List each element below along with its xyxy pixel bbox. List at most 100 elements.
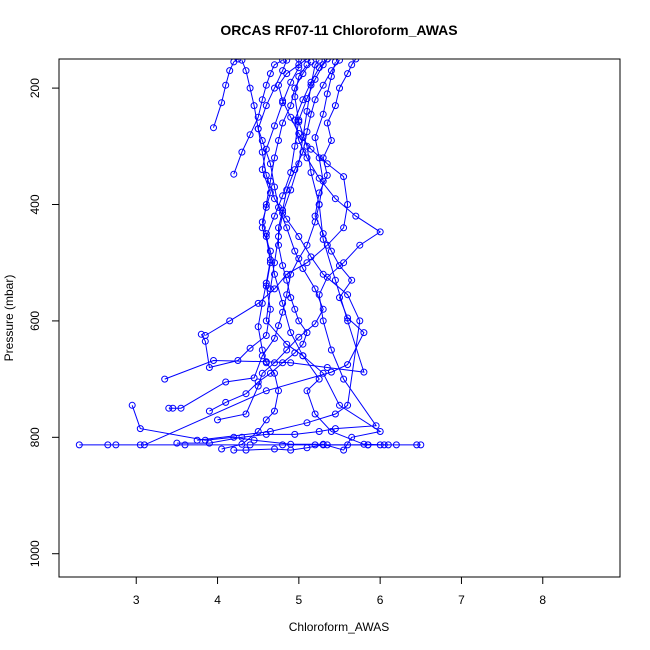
data-point-9-15 — [376, 228, 384, 236]
x-axis-label: Chloroform_AWAS — [289, 620, 389, 634]
series-10 — [205, 59, 343, 415]
data-point-7-21 — [283, 59, 291, 64]
data-point-9-16 — [352, 212, 360, 220]
data-point-2-25 — [315, 59, 323, 64]
y-tick-label-3: 800 — [28, 427, 42, 447]
data-point-1-19 — [323, 90, 331, 98]
data-point-9-4 — [291, 430, 299, 438]
data-point-14-1 — [262, 387, 270, 395]
data-point-8-16 — [246, 84, 254, 92]
data-point-11-7 — [340, 224, 348, 232]
data-point-7-8 — [319, 305, 327, 313]
data-point-10-14 — [275, 241, 282, 249]
data-point-11-14 — [279, 97, 287, 105]
data-point-4-3 — [287, 359, 295, 367]
data-point-3-4 — [246, 344, 254, 352]
data-point-8-4 — [344, 401, 352, 409]
data-point-5-9 — [360, 440, 368, 448]
data-point-8-3 — [331, 410, 339, 418]
data-point-4-7 — [331, 276, 339, 284]
data-point-9-12 — [323, 273, 331, 281]
data-point-2-10 — [336, 401, 343, 409]
data-point-0-5 — [246, 441, 254, 449]
data-point-14-21 — [352, 59, 360, 63]
data-point-5-1 — [242, 446, 250, 454]
data-point-13-6 — [266, 70, 274, 78]
data-point-6-11 — [262, 279, 270, 287]
data-point-14-14 — [319, 154, 327, 162]
data-point-8-5 — [356, 317, 364, 325]
data-point-10-21 — [307, 110, 315, 118]
series-4 — [161, 61, 368, 383]
y-tick-label-4: 1000 — [28, 540, 42, 567]
data-point-5-11 — [311, 410, 319, 418]
data-point-14-20 — [348, 61, 356, 69]
x-tick-label-1: 4 — [214, 593, 221, 607]
data-point-6-14 — [258, 218, 266, 226]
data-point-4-9 — [315, 201, 323, 208]
data-point-10-23 — [319, 81, 327, 89]
data-point-5-3 — [287, 446, 295, 454]
data-point-9-8 — [340, 375, 348, 383]
data-point-1-3 — [222, 378, 230, 386]
data-point-11-16 — [283, 70, 291, 78]
data-point-13-7 — [271, 61, 278, 69]
data-point-6-1 — [238, 440, 246, 448]
series-line-4 — [164, 64, 365, 380]
data-point-9-25 — [323, 59, 331, 63]
data-point-10-5 — [279, 359, 287, 367]
data-point-1-16 — [315, 154, 323, 162]
data-point-7-6 — [295, 333, 303, 341]
data-point-14-15 — [327, 137, 335, 144]
data-point-5-6 — [364, 441, 372, 449]
data-point-5-23 — [275, 137, 282, 144]
series-line-13 — [233, 59, 283, 175]
data-point-7-0 — [214, 416, 221, 424]
data-point-7-16 — [258, 137, 266, 144]
data-point-11-8 — [344, 201, 352, 208]
data-point-5-2 — [271, 445, 278, 453]
x-tick-label-2: 5 — [296, 593, 303, 607]
data-point-9-20 — [295, 137, 303, 144]
series-line-10 — [209, 59, 340, 412]
data-point-11-15 — [275, 81, 282, 89]
data-point-8-13 — [258, 148, 266, 156]
x-tick-label-4: 7 — [458, 593, 465, 607]
data-point-3-13 — [291, 142, 299, 150]
data-point-0-0 — [75, 441, 83, 449]
data-point-11-0 — [201, 332, 209, 339]
data-point-7-3 — [258, 369, 266, 377]
data-point-14-17 — [331, 102, 339, 110]
data-point-11-18 — [303, 59, 311, 63]
data-point-10-2 — [242, 390, 250, 398]
data-point-10-24 — [327, 67, 335, 75]
data-point-14-12 — [315, 189, 323, 197]
data-point-14-9 — [327, 247, 335, 255]
data-point-9-22 — [299, 96, 307, 104]
data-point-8-2 — [303, 419, 311, 427]
data-point-8-11 — [271, 195, 278, 203]
data-point-1-8 — [279, 308, 287, 316]
data-point-3-10 — [271, 212, 278, 220]
data-point-5-7 — [376, 441, 384, 449]
data-point-6-3 — [262, 416, 270, 424]
data-point-7-9 — [311, 285, 319, 293]
data-point-9-5 — [315, 428, 323, 435]
data-point-1-17 — [311, 134, 319, 142]
data-point-5-18 — [266, 247, 274, 255]
data-point-7-12 — [283, 224, 291, 232]
chart-title: ORCAS RF07-11 Chloroform_AWAS — [220, 22, 457, 38]
data-point-5-5 — [319, 441, 327, 449]
data-point-10-18 — [291, 166, 299, 174]
data-point-10-13 — [279, 262, 287, 270]
data-point-5-16 — [279, 299, 287, 307]
data-point-0-3 — [136, 441, 144, 449]
x-tick-label-0: 3 — [133, 593, 140, 607]
data-point-2-19 — [287, 186, 295, 194]
data-point-4-5 — [360, 368, 368, 376]
data-point-5-24 — [279, 119, 287, 127]
data-point-5-27 — [299, 70, 307, 78]
data-point-6-7 — [262, 359, 270, 367]
data-point-6-12 — [266, 256, 274, 264]
data-point-12-0 — [210, 124, 217, 132]
